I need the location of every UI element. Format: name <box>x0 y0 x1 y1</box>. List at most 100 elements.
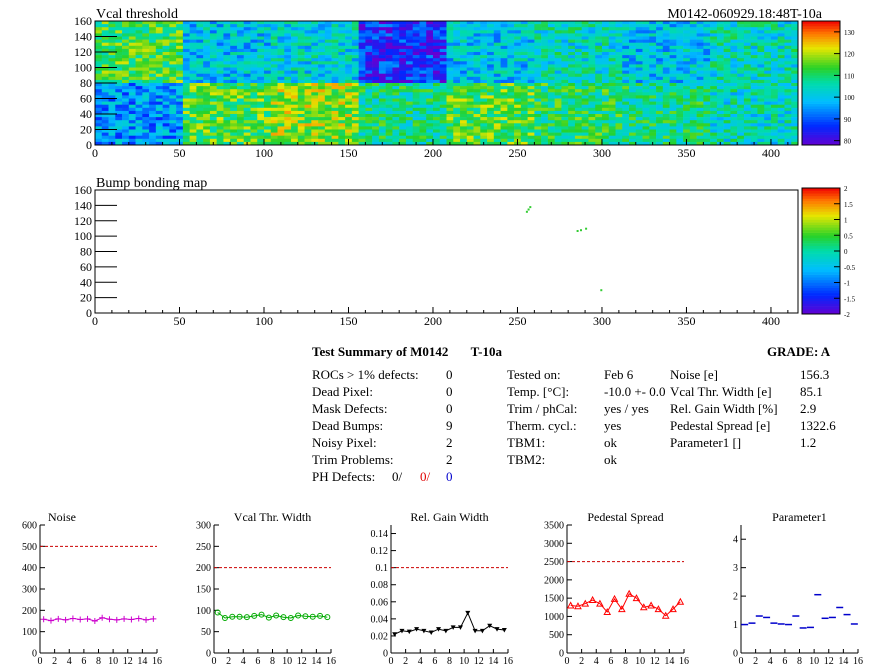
map1-cell <box>473 138 481 143</box>
map1-cell <box>574 21 582 25</box>
map1-cell <box>250 61 258 65</box>
map1-cell <box>162 107 170 112</box>
map1-cell <box>487 76 495 81</box>
map1-cell <box>203 107 211 112</box>
map1-cell <box>703 73 711 78</box>
map1-cell <box>324 132 332 136</box>
map1-cell <box>737 39 745 43</box>
map1-cell <box>547 21 555 25</box>
map1-cell <box>115 83 123 87</box>
map1-cell <box>115 64 123 68</box>
x-tick-label: 14 <box>838 656 848 667</box>
map1-cell <box>493 86 501 90</box>
map1-cell <box>324 79 332 84</box>
map1-cell <box>737 92 745 96</box>
map1-cell <box>135 36 143 40</box>
roc-chart-title: Pedestal Spread <box>587 510 663 524</box>
map1-cell <box>541 132 549 136</box>
roc-chart-title: Rel. Gain Width <box>410 510 488 524</box>
map1-cell <box>189 21 197 25</box>
map1-cell <box>426 70 434 74</box>
map1-cell <box>405 129 413 133</box>
map1-cell <box>581 73 589 78</box>
map1-cell <box>169 55 177 59</box>
map1-cell <box>750 39 758 43</box>
map1-cell <box>757 55 765 59</box>
map1-cell <box>365 135 373 140</box>
map1-cell <box>385 39 393 43</box>
map1-cell <box>385 104 393 109</box>
map1-cell <box>730 42 738 47</box>
map1-cell <box>601 89 610 93</box>
map1-cell <box>514 117 522 121</box>
map1-cell <box>378 92 386 96</box>
map1-cell <box>683 129 691 133</box>
data-point <box>128 616 135 623</box>
map1-cell <box>176 58 184 62</box>
map1-cell <box>182 110 190 115</box>
map1-cell <box>723 141 731 146</box>
map1-cell <box>615 129 623 133</box>
summary-value: 85.1 <box>800 384 823 399</box>
map1-cell <box>676 76 684 81</box>
colorbar-band <box>802 308 840 312</box>
map1-cell <box>439 73 447 78</box>
map1-cell <box>730 107 738 112</box>
map1-cell <box>189 45 197 50</box>
map1-cell <box>750 67 758 71</box>
map1-cell <box>730 117 738 121</box>
map1-cell <box>514 98 522 102</box>
map1-cell <box>541 27 549 31</box>
map1-cell <box>574 138 582 143</box>
map1-cell <box>601 101 610 105</box>
map1-cell <box>770 95 779 99</box>
map1-cell <box>318 79 326 84</box>
map1-cell <box>392 92 400 96</box>
map1-cell <box>716 39 724 43</box>
map1-cell <box>358 48 366 53</box>
map1-cell <box>115 76 123 81</box>
map1-cell <box>547 48 555 53</box>
map1-cell <box>135 101 143 105</box>
map1-cell <box>263 27 272 31</box>
map1-cell <box>426 110 434 115</box>
map1-cell <box>378 95 386 99</box>
map1-cell <box>595 39 603 43</box>
map1-cell <box>318 141 326 146</box>
map1-cell <box>568 30 576 34</box>
map1-cell <box>304 141 312 146</box>
map1-cell <box>534 70 542 74</box>
map1-cell <box>649 48 657 53</box>
map1-cell <box>243 33 251 37</box>
map1-cell <box>236 83 245 87</box>
map1-cell <box>737 76 745 81</box>
map1-cell <box>209 129 217 133</box>
map1-cell <box>493 30 501 34</box>
map1-cell <box>487 27 495 31</box>
map1-cell <box>750 42 758 47</box>
map1-cell <box>426 55 434 59</box>
y-tick-label: 0.1 <box>376 563 389 574</box>
map1-cell <box>399 138 407 143</box>
map1-cell <box>635 30 643 34</box>
map1-cell <box>243 104 251 109</box>
map1-cell <box>656 70 664 74</box>
map1-cell <box>189 33 197 37</box>
map1-cell <box>500 83 508 87</box>
map1-cell <box>453 73 461 78</box>
map1-cell <box>770 30 779 34</box>
map1-cell <box>142 110 150 115</box>
map1-cell <box>209 89 217 93</box>
map1-cell <box>757 21 765 25</box>
map1-cell <box>162 120 170 124</box>
map1-cell <box>703 89 711 93</box>
map1-cell <box>662 21 670 25</box>
data-point <box>428 630 434 636</box>
map1-cell <box>128 33 136 37</box>
map1-cell <box>331 141 339 146</box>
map1-cell <box>257 24 265 28</box>
map1-cell <box>405 61 413 65</box>
map1-cell <box>432 70 441 74</box>
map1-cell <box>757 132 765 136</box>
map1-cell <box>669 52 677 56</box>
